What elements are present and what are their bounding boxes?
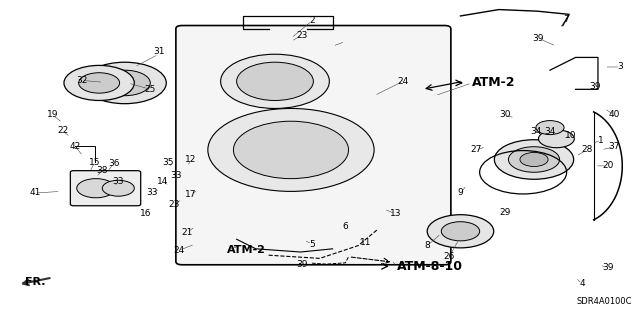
Text: 3: 3 [618, 63, 623, 71]
Circle shape [428, 215, 493, 248]
Text: 32: 32 [76, 76, 88, 85]
Circle shape [79, 73, 120, 93]
Text: 14: 14 [157, 177, 169, 186]
Circle shape [221, 54, 330, 108]
Text: 6: 6 [342, 222, 348, 231]
Text: 39: 39 [532, 34, 544, 43]
Circle shape [64, 65, 134, 100]
Text: ATM-8-10: ATM-8-10 [397, 260, 463, 273]
Text: 35: 35 [162, 158, 173, 167]
Text: 38: 38 [97, 166, 108, 175]
Text: ATM-2: ATM-2 [227, 245, 266, 256]
Text: 12: 12 [185, 155, 196, 164]
Text: 22: 22 [57, 126, 68, 135]
Text: 31: 31 [153, 47, 164, 56]
Text: 39: 39 [589, 82, 600, 91]
Circle shape [208, 108, 374, 191]
Text: 33: 33 [147, 189, 158, 197]
Text: 29: 29 [500, 208, 511, 217]
Text: 27: 27 [471, 145, 482, 154]
Circle shape [99, 70, 150, 96]
Text: 23: 23 [296, 31, 308, 40]
Text: 20: 20 [602, 161, 613, 170]
FancyBboxPatch shape [70, 171, 141, 206]
Circle shape [538, 130, 574, 148]
Circle shape [234, 121, 349, 179]
Circle shape [536, 121, 564, 135]
Text: ATM-2: ATM-2 [472, 77, 515, 89]
Text: 15: 15 [89, 158, 100, 167]
Text: 33: 33 [170, 171, 182, 180]
Text: 40: 40 [608, 110, 620, 119]
Text: 5: 5 [309, 240, 315, 249]
Circle shape [83, 62, 166, 104]
Text: 16: 16 [140, 209, 152, 218]
Text: 41: 41 [29, 189, 41, 197]
Text: 39: 39 [296, 260, 308, 269]
Circle shape [508, 147, 559, 172]
Text: 34: 34 [530, 127, 541, 136]
FancyBboxPatch shape [176, 26, 451, 265]
Text: 1: 1 [598, 136, 604, 145]
Text: 28: 28 [581, 145, 593, 154]
Text: 33: 33 [113, 177, 124, 186]
Text: 36: 36 [108, 159, 120, 168]
Text: 24: 24 [397, 77, 408, 86]
Circle shape [494, 140, 573, 179]
Text: 9: 9 [458, 189, 463, 197]
Text: 10: 10 [565, 131, 577, 140]
Text: 13: 13 [390, 209, 401, 218]
Text: 8: 8 [424, 241, 430, 250]
Text: 2: 2 [309, 16, 315, 25]
Text: 7: 7 [563, 15, 569, 24]
Circle shape [77, 179, 115, 198]
Text: FR.: FR. [25, 277, 45, 287]
Circle shape [102, 180, 134, 196]
Text: 26: 26 [444, 252, 454, 261]
Text: 42: 42 [70, 142, 81, 151]
Text: 4: 4 [579, 279, 585, 288]
Text: 21: 21 [181, 228, 193, 237]
Text: 19: 19 [47, 110, 58, 119]
Text: 17: 17 [185, 190, 196, 199]
Circle shape [441, 222, 479, 241]
Text: 11: 11 [360, 238, 372, 247]
Text: 24: 24 [173, 246, 185, 255]
Text: 37: 37 [608, 142, 620, 151]
Text: 30: 30 [499, 110, 511, 119]
Text: 39: 39 [602, 263, 613, 272]
Text: 34: 34 [544, 127, 556, 136]
Circle shape [237, 62, 314, 100]
Text: SDR4A0100C: SDR4A0100C [577, 297, 632, 306]
Text: 23: 23 [168, 200, 180, 209]
Circle shape [520, 152, 548, 167]
Text: 25: 25 [145, 85, 156, 94]
